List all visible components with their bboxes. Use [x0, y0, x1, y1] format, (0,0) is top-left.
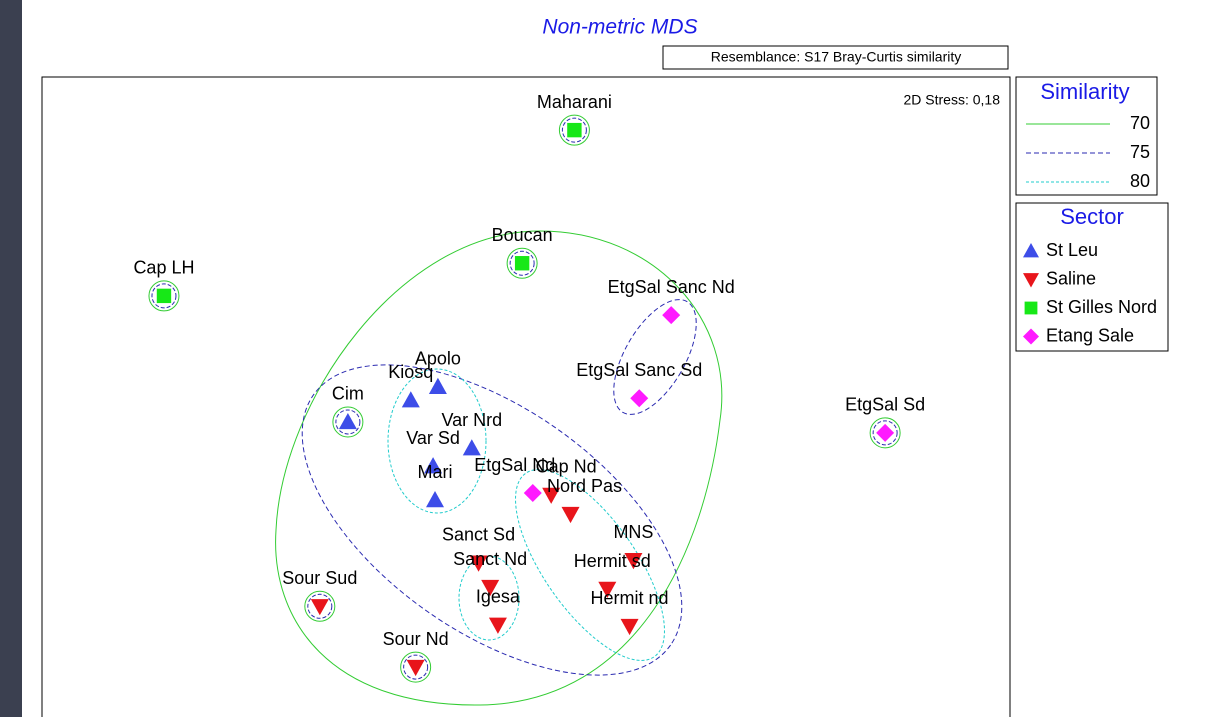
ring	[872, 420, 898, 446]
point-label: Sour Nd	[383, 629, 449, 649]
ring	[869, 417, 901, 449]
chart-title: Non-metric MDS	[542, 16, 697, 39]
ring	[561, 117, 587, 143]
point	[876, 423, 895, 442]
point-label: Apolo	[415, 349, 461, 369]
point-label: Igesa	[476, 587, 521, 607]
point-label: Var Nrd	[441, 410, 502, 430]
point-label: Nord Pas	[547, 476, 622, 496]
sector-legend-title: Sector	[1060, 204, 1124, 229]
subtitle: Resemblance: S17 Bray-Curtis similarity	[711, 49, 962, 65]
point-label: Maharani	[537, 92, 612, 112]
point-label: Cap LH	[133, 258, 194, 278]
point	[662, 306, 681, 325]
point-label: EtgSal Sanc Sd	[576, 360, 702, 380]
legend-marker	[1023, 243, 1039, 258]
point	[598, 581, 617, 598]
point	[310, 599, 329, 616]
contour-70	[275, 230, 723, 706]
point-label: Sanct Nd	[453, 549, 527, 569]
ring	[403, 654, 429, 680]
contour-80	[515, 469, 665, 661]
contour-80	[387, 368, 487, 514]
panel	[22, 0, 1206, 717]
legend-label: Etang Sale	[1046, 325, 1134, 345]
point-label: Hermit sd	[574, 551, 651, 571]
point	[462, 439, 481, 456]
point-label: Sanct Sd	[442, 525, 515, 545]
plot-frame	[41, 76, 1011, 717]
point	[481, 579, 500, 597]
contour-75	[613, 299, 697, 415]
point-label: Var Sd	[406, 428, 460, 448]
point	[401, 391, 420, 408]
point	[514, 256, 530, 271]
point-label: Cap Nd	[536, 457, 597, 477]
point-label: EtgSal Sanc Nd	[608, 277, 735, 297]
point-label: Boucan	[492, 225, 553, 245]
point	[338, 412, 357, 430]
ring	[307, 593, 333, 619]
point-label: EtgSal Sd	[845, 395, 925, 415]
similarity-legend	[1015, 76, 1158, 196]
ring	[304, 590, 336, 622]
subtitle-box	[662, 45, 1009, 70]
point-label: Hermit nd	[591, 588, 669, 608]
point	[488, 617, 507, 634]
point-label: Cim	[332, 384, 364, 404]
point	[406, 659, 425, 677]
sector-legend	[1015, 202, 1169, 352]
ring	[509, 250, 535, 276]
legend-label: Saline	[1046, 268, 1096, 288]
point-label: Mari	[418, 462, 453, 482]
ring	[400, 651, 432, 683]
point	[469, 555, 488, 572]
legend-marker	[1024, 301, 1038, 315]
legend-marker	[1023, 273, 1039, 288]
point	[620, 618, 639, 636]
contours	[275, 230, 723, 706]
legend-label: 70	[1130, 113, 1150, 133]
point	[624, 553, 643, 570]
point-label: Sour Sud	[282, 568, 357, 588]
ring	[558, 114, 590, 146]
legend-label: St Leu	[1046, 240, 1098, 260]
legend-marker	[1023, 328, 1039, 345]
contour-80	[458, 555, 520, 641]
legend-label: 80	[1130, 171, 1150, 191]
point	[630, 389, 649, 408]
ring	[151, 283, 177, 309]
point	[561, 506, 580, 524]
point	[428, 377, 447, 394]
point	[426, 491, 445, 508]
contour-75	[301, 364, 683, 676]
ring	[335, 409, 361, 435]
point-label: EtgSal Nd	[474, 455, 555, 475]
stress-annotation: 2D Stress: 0,18	[904, 92, 1001, 108]
similarity-legend-title: Similarity	[1040, 79, 1129, 104]
point	[542, 487, 561, 504]
legend-label: 75	[1130, 142, 1150, 162]
point	[424, 457, 443, 474]
point	[567, 122, 582, 138]
ring	[148, 280, 180, 312]
point-label: MNS	[613, 522, 653, 542]
point-label: Kiosq	[388, 362, 433, 382]
point	[156, 288, 172, 304]
ring	[506, 247, 538, 279]
legend-label: St Gilles Nord	[1046, 297, 1157, 317]
point	[523, 484, 542, 502]
ring	[332, 406, 364, 438]
